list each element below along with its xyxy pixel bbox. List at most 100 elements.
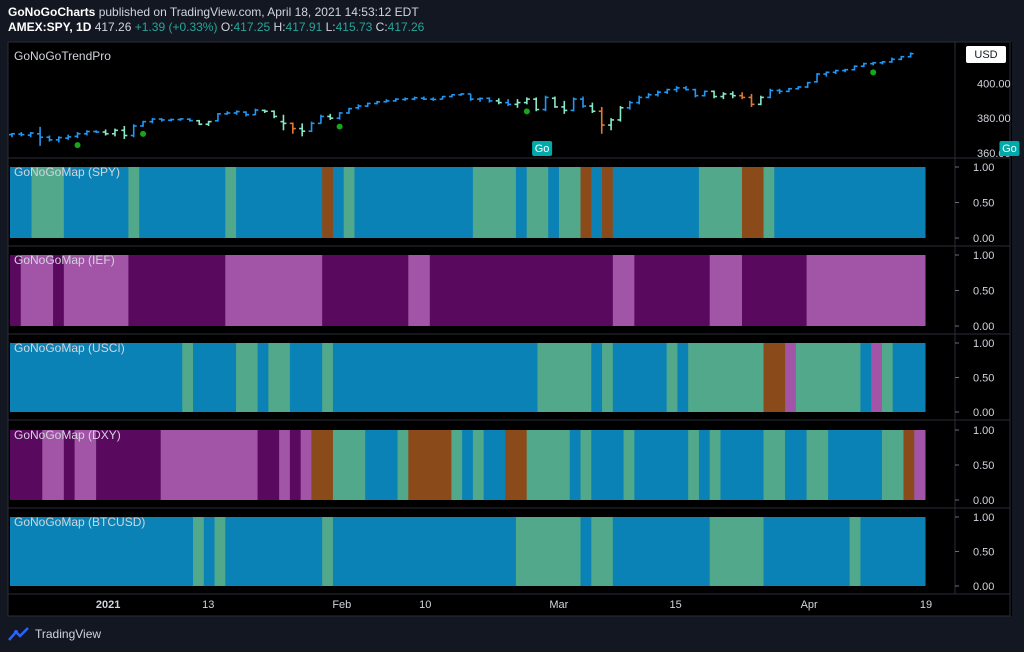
price-bar — [299, 123, 306, 137]
map-tick-label: 1.00 — [973, 425, 994, 437]
map-segment — [225, 517, 323, 586]
price-bar — [130, 124, 137, 138]
high-label: H: — [273, 20, 286, 34]
price-bar — [561, 100, 568, 114]
price-change: +1.39 (+0.33%) — [134, 20, 218, 34]
published-text: published on TradingView.com, April 18, … — [98, 5, 419, 19]
map-segment — [742, 255, 808, 326]
price-bar — [355, 104, 362, 110]
map-segment — [53, 255, 65, 326]
map-segment — [505, 430, 528, 500]
map-segment — [612, 517, 711, 586]
price-bar — [121, 125, 128, 139]
map-segment — [612, 343, 668, 412]
map-segment — [74, 430, 97, 500]
map-segment — [354, 167, 474, 238]
map-segment — [849, 517, 861, 586]
map-pane: GoNoGoMap (SPY) 1.00 0.50 0.00 — [10, 162, 994, 245]
map-segment — [709, 255, 743, 326]
close-value: 417.26 — [387, 20, 425, 34]
last-price: 417.26 — [94, 20, 132, 34]
map-tick-label: 0.00 — [973, 233, 994, 245]
map-segment — [806, 255, 926, 326]
price-bar — [411, 96, 418, 101]
map-segment — [881, 343, 894, 412]
map-segment — [763, 517, 851, 586]
price-bar — [383, 99, 390, 103]
price-bar — [224, 111, 231, 115]
map-segment — [666, 343, 678, 412]
price-bar — [673, 86, 680, 93]
map-segment — [300, 430, 312, 500]
price-bar — [767, 88, 774, 99]
map-segment — [63, 430, 76, 500]
map-segment — [828, 430, 883, 500]
high-value: 417.91 — [285, 20, 323, 34]
price-bar — [186, 118, 193, 122]
map-pane-title: GoNoGoMap (DXY) — [14, 428, 121, 442]
map-segment — [526, 430, 571, 500]
price-bar — [214, 112, 221, 122]
map-segment — [225, 167, 237, 238]
map-segment — [709, 430, 721, 500]
low-label: L: — [325, 20, 336, 34]
map-segment — [612, 255, 635, 326]
map-segment — [602, 167, 614, 238]
price-bar — [9, 132, 15, 138]
map-pane-title: GoNoGoMap (BTCUSD) — [14, 515, 145, 529]
go-label-text: Go — [535, 143, 550, 155]
map-segment — [332, 430, 366, 500]
map-segment — [31, 167, 65, 238]
map-segment — [914, 430, 926, 500]
footer-brand[interactable]: TradingView — [8, 627, 101, 641]
symbol-name[interactable]: AMEX:SPY, 1D — [8, 20, 92, 34]
price-bar — [748, 93, 755, 107]
map-segment — [279, 430, 291, 500]
price-bar — [505, 99, 512, 107]
map-pane-title: GoNoGoMap (IEF) — [14, 253, 115, 267]
price-bar — [177, 118, 184, 121]
map-segment — [763, 167, 775, 238]
x-tick-label: Feb — [332, 599, 351, 611]
map-segment — [10, 343, 183, 412]
price-bar — [888, 57, 895, 63]
map-segment — [343, 167, 355, 238]
map-segment — [559, 167, 582, 238]
go-signal-label: Go — [532, 141, 553, 156]
price-bar — [692, 88, 699, 98]
map-tick-label: 1.00 — [973, 512, 994, 524]
price-tick-label: 400.00 — [977, 79, 1011, 91]
map-segment — [128, 167, 140, 238]
map-segment — [225, 255, 323, 326]
chart-frame — [7, 41, 1011, 617]
map-tick-label: 0.00 — [973, 407, 994, 419]
price-bar — [551, 96, 558, 108]
go-signal-label: Go — [999, 141, 1020, 156]
price-bar — [252, 108, 259, 116]
map-segment — [483, 430, 506, 500]
price-bar — [720, 92, 727, 100]
price-bar — [102, 129, 109, 136]
price-bar — [776, 88, 783, 94]
map-segment — [332, 517, 517, 586]
map-pane: GoNoGoMap (USCI) 1.00 0.50 0.00 — [10, 338, 994, 419]
map-pane: GoNoGoMap (IEF) 1.00 0.50 0.00 — [10, 250, 994, 333]
price-tick-label: 380.00 — [977, 113, 1011, 125]
map-tick-label: 0.00 — [973, 581, 994, 593]
map-segment — [785, 343, 797, 412]
price-bar — [711, 90, 718, 99]
map-segment — [515, 517, 582, 586]
publisher-name[interactable]: GoNoGoCharts — [8, 5, 96, 19]
map-segment — [322, 343, 334, 412]
price-bar — [280, 114, 287, 131]
map-segment — [451, 430, 463, 500]
currency-badge — [966, 46, 1006, 63]
map-segment — [128, 255, 226, 326]
price-bar — [374, 100, 381, 105]
open-label: O: — [220, 20, 234, 34]
price-bar — [832, 69, 839, 75]
map-segment — [10, 255, 22, 326]
close-label: C: — [375, 20, 388, 34]
map-segment — [332, 167, 345, 238]
